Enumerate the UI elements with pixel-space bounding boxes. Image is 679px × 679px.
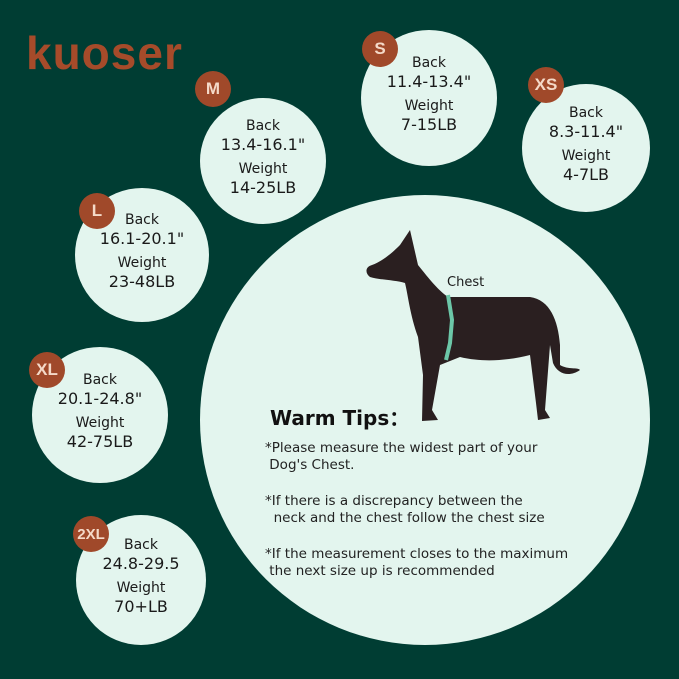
back-label: Back [124,537,158,553]
size-badge-s: S [362,31,398,67]
weight-value: 70+LB [114,597,168,616]
brand-logo: kuoser [26,27,183,79]
weight-label: Weight [75,415,125,431]
back-value: 20.1-24.8" [57,389,143,408]
weight-value: 7-15LB [400,115,458,134]
weight-label: Weight [561,148,611,164]
chest-label: Chest [447,275,485,290]
back-label: Back [412,55,446,71]
size-card-m: Back 13.4-16.1" Weight 14-25LB [200,98,326,224]
dog-silhouette-icon [366,230,580,421]
back-label: Back [246,118,280,134]
back-value: 13.4-16.1" [220,135,306,154]
back-label: Back [569,105,603,121]
weight-value: 23-48LB [108,272,176,291]
weight-label: Weight [404,98,454,114]
size-badge-xs: XS [528,67,564,103]
tip-1: *Please measure the widest part of your … [265,440,538,473]
weight-label: Weight [238,161,288,177]
weight-value: 42-75LB [66,432,134,451]
weight-value: 4-7LB [562,165,610,184]
size-badge-l: L [79,193,115,229]
measuring-tape-icon [444,294,455,361]
size-badge-2xl: 2XL [73,516,109,552]
back-label: Back [83,372,117,388]
weight-label: Weight [117,255,167,271]
back-label: Back [125,212,159,228]
tip-2: *If there is a discrepancy between the n… [265,493,545,526]
back-value: 8.3-11.4" [548,122,624,141]
back-value: 24.8-29.5 [102,554,180,573]
weight-value: 14-25LB [229,178,297,197]
tip-3: *If the measurement closes to the maximu… [265,546,569,579]
size-badge-xl: XL [29,352,65,388]
back-value: 16.1-20.1" [99,229,185,248]
size-card-xs: Back 8.3-11.4" Weight 4-7LB [522,84,650,212]
size-badge-m: M [195,71,231,107]
back-value: 11.4-13.4" [386,72,472,91]
warm-tips-title: Warm Tips： [270,406,410,430]
weight-label: Weight [116,580,166,596]
